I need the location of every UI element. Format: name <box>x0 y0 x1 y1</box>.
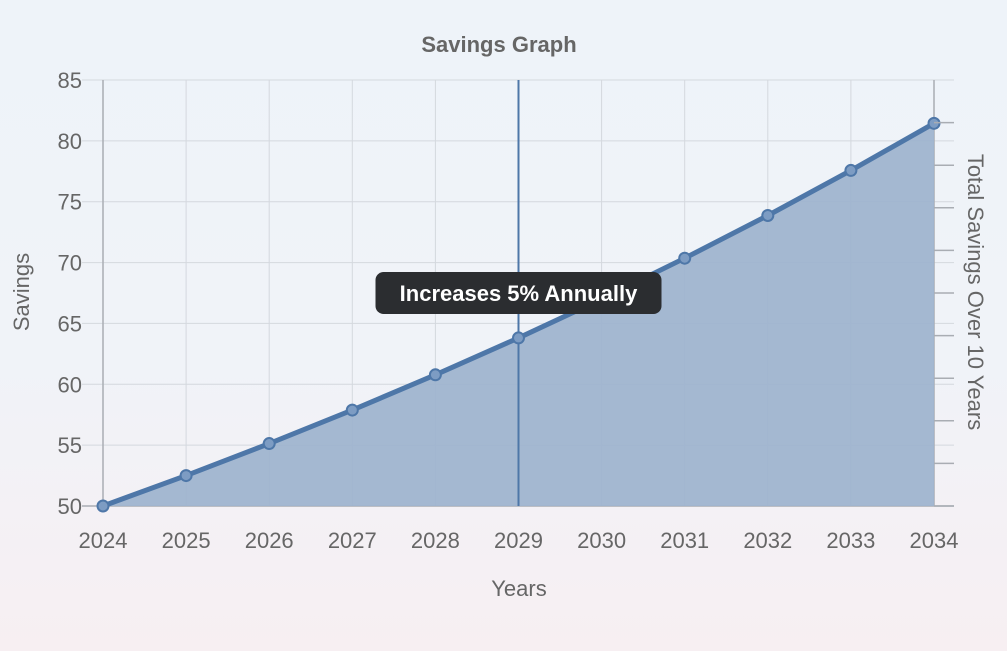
y-tick-label: 85 <box>58 68 82 93</box>
x-tick-label: 2028 <box>411 528 460 553</box>
data-point <box>512 331 525 345</box>
x-tick-label: 2024 <box>79 528 128 553</box>
chart-title: Savings Graph <box>421 32 576 57</box>
x-tick-label: 2025 <box>162 528 211 553</box>
x-tick-label: 2034 <box>910 528 959 553</box>
x-axis-ticks: 2024 2025 2026 2027 2028 2029 2030 2031 2032 2033… <box>79 528 959 553</box>
data-point <box>96 499 110 513</box>
annotation-tooltip: Increases 5% Annually <box>375 272 662 314</box>
data-point <box>345 403 359 417</box>
data-point <box>179 469 193 483</box>
x-axis-title: Years <box>491 576 546 601</box>
x-tick-label: 2026 <box>245 528 294 553</box>
y-tick-label: 65 <box>58 311 82 336</box>
y-tick-label: 55 <box>58 433 82 458</box>
y-tick-label: 50 <box>58 494 82 519</box>
x-tick-label: 2030 <box>577 528 626 553</box>
x-tick-label: 2031 <box>660 528 709 553</box>
x-tick-label: 2032 <box>743 528 792 553</box>
data-point <box>761 208 775 222</box>
data-point <box>428 368 442 382</box>
x-tick-label: 2029 <box>494 528 543 553</box>
y-tick-label: 60 <box>58 372 82 397</box>
y2-axis-ticks <box>934 121 954 507</box>
y2-axis-title: Total Savings Over 10 Years <box>963 154 988 430</box>
x-tick-label: 2027 <box>328 528 377 553</box>
savings-area <box>103 123 934 506</box>
annotation-box <box>375 272 662 314</box>
y-tick-label: 80 <box>58 129 82 154</box>
data-point <box>678 251 692 265</box>
data-point <box>844 163 858 177</box>
y-tick-label: 75 <box>58 190 82 215</box>
y-axis-title: Savings <box>9 253 34 331</box>
y-tick-label: 70 <box>58 251 82 276</box>
y-axis-ticks: 50 55 60 65 70 75 80 85 <box>58 68 82 519</box>
x-tick-label: 2033 <box>826 528 875 553</box>
annotation-text: Increases 5% Annually <box>400 281 638 306</box>
data-point <box>262 437 276 451</box>
